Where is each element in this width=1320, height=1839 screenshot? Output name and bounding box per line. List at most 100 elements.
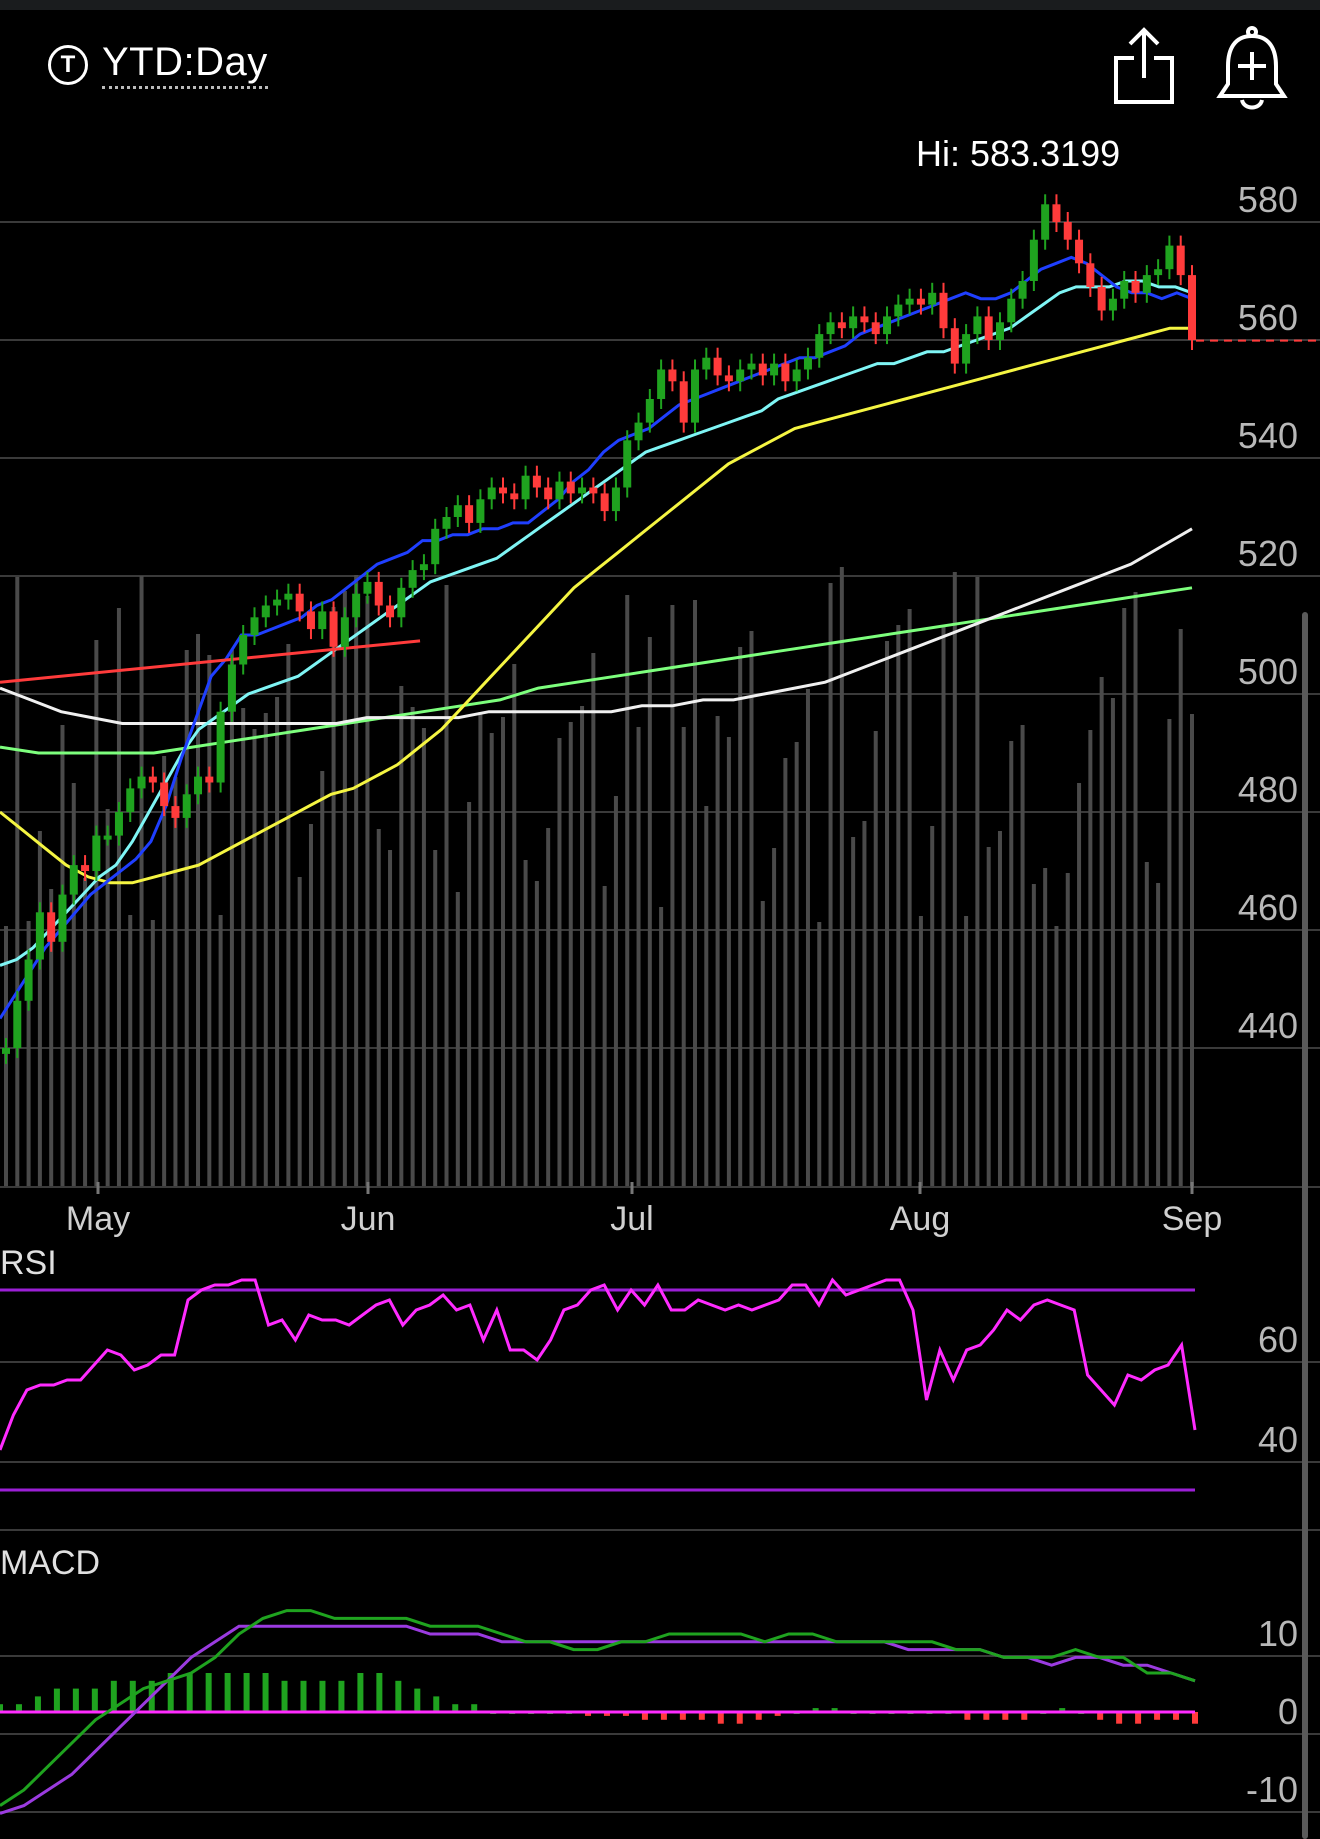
candle-body <box>194 776 203 795</box>
rsi-line <box>0 1277 1197 1451</box>
candle-body <box>182 794 191 818</box>
volume-bar <box>116 608 121 1186</box>
vertical-scrollbar[interactable] <box>1302 612 1308 1839</box>
volume-bar <box>342 591 347 1186</box>
volume-bar <box>704 806 709 1186</box>
candle-body <box>905 298 914 305</box>
volume-bar <box>783 758 788 1186</box>
volume-bar <box>489 733 494 1186</box>
macd-histogram-bar <box>698 1712 705 1720</box>
volume-bar <box>749 631 754 1186</box>
candle-body <box>35 912 44 960</box>
candle-body <box>171 806 180 818</box>
candle-body <box>962 334 971 364</box>
trend-line <box>0 639 421 684</box>
candle-body <box>284 593 293 600</box>
candle-body <box>2 1048 10 1054</box>
volume-bar <box>1099 677 1104 1186</box>
candle-body <box>781 363 790 382</box>
macd-histogram-bar <box>774 1712 781 1716</box>
volume-bar <box>467 802 472 1186</box>
macd-histogram-bar <box>300 1680 307 1712</box>
volume-bar <box>263 713 268 1186</box>
macd-histogram-bar <box>1021 1712 1028 1720</box>
volume-bar <box>320 771 325 1186</box>
macd-tick-label: -10 <box>1246 1769 1298 1810</box>
volume-bar <box>252 729 257 1186</box>
candle-body <box>476 499 485 523</box>
macd-histogram-bar <box>736 1712 743 1724</box>
candle-body <box>1188 275 1196 340</box>
volume-bar <box>1009 741 1014 1186</box>
share-icon[interactable] <box>1112 26 1176 106</box>
candle-body <box>103 835 112 840</box>
candle-body <box>431 528 440 565</box>
volume-bar <box>952 572 957 1186</box>
macd-histogram-bar <box>660 1712 667 1720</box>
candle-body <box>815 334 824 358</box>
candle-body <box>126 788 135 812</box>
macd-histogram-bar <box>622 1712 629 1716</box>
candle-body <box>894 304 903 317</box>
candle-body <box>1029 239 1038 281</box>
candle-body <box>521 475 530 500</box>
volume-bar <box>772 848 777 1186</box>
macd-histogram-bar <box>319 1680 326 1712</box>
volume-bar <box>659 907 664 1186</box>
volume-bar <box>1088 730 1093 1186</box>
candle-body <box>758 363 767 376</box>
volume-bar <box>997 831 1002 1186</box>
candle-body <box>770 363 779 376</box>
volume-bar <box>693 600 698 1186</box>
status-strip <box>0 0 1320 10</box>
macd-histogram-bar <box>1059 1708 1066 1712</box>
volume-bar <box>647 637 652 1186</box>
macd-histogram-bar <box>72 1688 79 1712</box>
volume-bar <box>715 716 720 1186</box>
month-label: May <box>66 1200 130 1238</box>
ma-white-line <box>0 527 1193 725</box>
candle-body <box>318 611 327 630</box>
candle-body <box>1052 204 1061 222</box>
candle-body <box>1120 281 1129 299</box>
volume-bar <box>907 609 912 1186</box>
macd-histogram-bar <box>281 1680 288 1712</box>
candle-body <box>306 611 315 630</box>
volume-bar <box>805 689 810 1186</box>
timeframe-selector[interactable]: T YTD:Day <box>48 40 268 89</box>
macd-histogram-bar <box>0 1704 3 1712</box>
volume-bar <box>523 860 528 1186</box>
candle-body <box>589 487 598 494</box>
volume-bar <box>1156 883 1161 1186</box>
timeframe-label[interactable]: YTD:Day <box>102 40 268 89</box>
candle-body <box>408 570 417 588</box>
macd-histogram-bar <box>1097 1712 1104 1720</box>
price-tick-label: 560 <box>1238 297 1298 338</box>
candle-body <box>984 316 993 340</box>
candle-body <box>329 611 338 647</box>
candle-body <box>736 369 745 382</box>
volume-bar <box>308 824 313 1186</box>
volume-bar <box>1190 714 1194 1186</box>
candle-body <box>363 581 372 594</box>
volume-bar <box>568 722 573 1186</box>
candle-body <box>148 776 157 783</box>
candle-body <box>58 894 67 942</box>
volume-bar <box>839 567 844 1186</box>
candle-body <box>261 605 270 618</box>
volume-bar <box>105 809 110 1186</box>
volume-bar <box>1031 884 1036 1186</box>
candle-body <box>713 357 722 376</box>
volume-bar <box>975 577 980 1186</box>
candle-body <box>419 564 428 571</box>
macd-line <box>0 1609 1196 1807</box>
candle-body <box>826 322 835 335</box>
candle-body <box>657 369 666 399</box>
volume-bar <box>964 916 969 1186</box>
bell-plus-icon[interactable] <box>1216 26 1288 110</box>
price-tick-label: 460 <box>1238 887 1298 928</box>
volume-bar <box>275 697 280 1186</box>
month-label: Aug <box>890 1200 951 1238</box>
macd-histogram-bar <box>205 1673 212 1712</box>
